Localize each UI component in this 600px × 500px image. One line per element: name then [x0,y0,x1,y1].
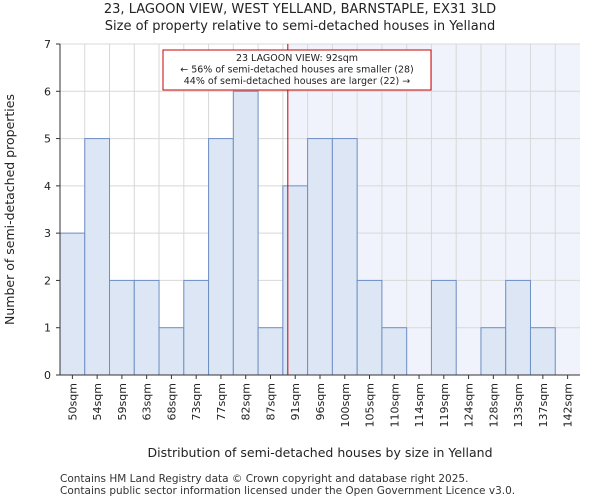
x-tick-label-77sqm: 77sqm [215,383,228,420]
x-tick-label-142sqm: 142sqm [562,383,575,427]
chart-subtitle: Size of property relative to semi-detach… [104,19,496,34]
bar-96sqm [307,138,333,376]
marker-annotation: 23 LAGOON VIEW: 92sqm ← 56% of semi-deta… [162,49,432,91]
y-tick-label-4: 4 [44,180,51,193]
x-tick-label-119sqm: 119sqm [438,383,451,427]
y-tick-label-6: 6 [44,85,51,98]
annotation-box [162,49,432,91]
bar-100sqm [331,138,358,376]
annotation-larger: 44% of semi-detached houses are larger (… [184,76,411,87]
bar-133sqm [505,279,531,376]
x-tick-label-63sqm: 63sqm [141,383,154,420]
x-tick-label-59sqm: 59sqm [116,383,129,420]
bar-87sqm [257,327,284,376]
bar-63sqm [133,279,160,376]
x-tick-label-68sqm: 68sqm [165,383,178,420]
annotation-title: 23 LAGOON VIEW: 92sqm [236,53,358,64]
y-tick-label-3: 3 [44,227,51,240]
x-tick-label-73sqm: 73sqm [190,383,203,420]
bar-119sqm [430,279,457,376]
footer-copyright: Contains HM Land Registry data © Crown c… [60,473,469,485]
annotation-smaller: ← 56% of semi-detached houses are smalle… [180,65,414,76]
bar-137sqm [529,327,556,376]
y-tick-label-1: 1 [44,322,51,335]
x-tick-label-54sqm: 54sqm [91,383,104,420]
x-axis-label: Distribution of semi-detached houses by … [147,445,492,460]
x-tick-label-91sqm: 91sqm [289,383,302,420]
bars-group [59,90,556,376]
bar-68sqm [158,327,185,376]
x-tick-label-87sqm: 87sqm [264,383,277,420]
bar-73sqm [183,279,210,376]
x-tick-label-128sqm: 128sqm [487,383,500,427]
y-tick-label-2: 2 [44,274,51,287]
y-tick-label-7: 7 [44,38,51,51]
x-tick-label-82sqm: 82sqm [240,383,253,420]
x-tick-label-50sqm: 50sqm [66,383,79,420]
bar-110sqm [381,327,408,376]
bar-91sqm [282,185,309,376]
x-tick-label-105sqm: 105sqm [364,383,377,427]
bar-128sqm [480,327,507,376]
x-tick-label-100sqm: 100sqm [339,383,352,427]
y-tick-label-5: 5 [44,133,51,146]
y-axis-label: Number of semi-detached properties [2,94,17,325]
y-ticks: 0 1 2 3 4 5 6 7 [44,38,60,382]
bar-77sqm [208,138,234,376]
bar-105sqm [356,279,383,376]
x-tick-label-96sqm: 96sqm [314,383,327,420]
x-ticks: 50sqm 54sqm 59sqm 63sqm 68sqm 73sqm 77sqm 82sqm… [66,375,575,427]
x-tick-label-114sqm: 114sqm [413,383,426,427]
y-tick-label-0: 0 [44,369,51,382]
bar-50sqm [59,232,86,376]
x-tick-label-110sqm: 110sqm [388,383,401,427]
bar-82sqm [232,90,259,376]
x-tick-label-133sqm: 133sqm [512,383,525,427]
bar-54sqm [84,138,111,376]
footer-licence: Contains public sector information licen… [60,485,516,497]
chart-title: 23, LAGOON VIEW, WEST YELLAND, BARNSTAPL… [103,2,497,17]
x-tick-label-124sqm: 124sqm [463,383,476,427]
bar-59sqm [109,279,135,376]
x-tick-label-137sqm: 137sqm [537,383,550,427]
